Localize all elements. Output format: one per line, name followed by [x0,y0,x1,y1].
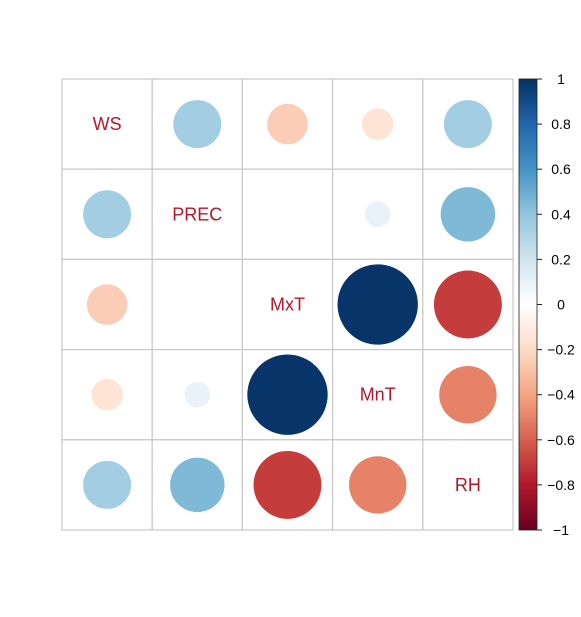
colorbar-tick-label: 0 [557,297,565,313]
corr-circle-prec-mnt [364,201,391,228]
corr-circle-rh-mnt [348,456,407,514]
colorbar-tick-label: −0.8 [547,477,575,493]
grid-cell-1-2 [241,168,334,260]
colorbar-tick-label: 1 [557,71,565,87]
colorbar-tick-label: −0.2 [547,342,575,358]
corr-circle-rh-mxt [253,450,322,519]
corr-circle-mxt-rh [433,270,502,339]
grid-cell-4-1 [151,439,243,531]
corr-circle-prec-rh [440,187,496,242]
colorbar-tick-label: 0.2 [551,251,571,267]
corr-circle-mnt-mxt [247,354,328,435]
corr-circle-ws-mnt [361,108,394,140]
matrix-cells: WS PREC MxT MnT RH [83,100,502,519]
grid-cell-4-4 [422,439,514,531]
corr-circle-rh-ws [83,460,132,509]
colorbar: 1 0.8 0.6 0.4 0.2 0 −0.2 −0.4 −0.6 −0.8 −1 [518,71,575,538]
grid-cell-2-1 [151,258,243,351]
colorbar-tick-label: 0.8 [551,116,571,132]
grid-cell-0-0 [61,78,153,170]
corr-circle-mxt-mnt [337,264,418,345]
colorbar-tick-label: −1 [553,522,569,538]
colorbar-gradient [519,79,537,530]
variable-label-mnt: MnT [360,385,396,405]
variable-label-rh: RH [455,475,481,495]
variable-label-prec: PREC [172,204,222,224]
corr-circle-mnt-rh [439,365,497,424]
corr-circle-rh-prec [170,457,225,513]
corr-circle-ws-rh [443,100,492,149]
matrix-grid [61,78,514,531]
variable-label-mxt: MxT [270,295,305,315]
grid-cell-3-3 [332,349,424,441]
variable-label-ws: WS [93,114,122,134]
colorbar-tick-label: 0.4 [551,206,571,222]
corr-circle-ws-mxt [267,103,308,145]
grid-cell-2-2 [241,258,334,351]
colorbar-tick-label: −0.4 [547,387,575,403]
colorbar-tick-label: −0.6 [547,432,575,448]
corr-circle-mxt-ws [86,284,128,325]
corr-circle-mnt-ws [91,378,123,411]
corr-circle-ws-prec [173,100,222,149]
corr-circle-prec-ws [83,190,132,239]
colorbar-tick-label: 0.6 [551,161,571,177]
corr-circle-mnt-prec [184,381,211,408]
